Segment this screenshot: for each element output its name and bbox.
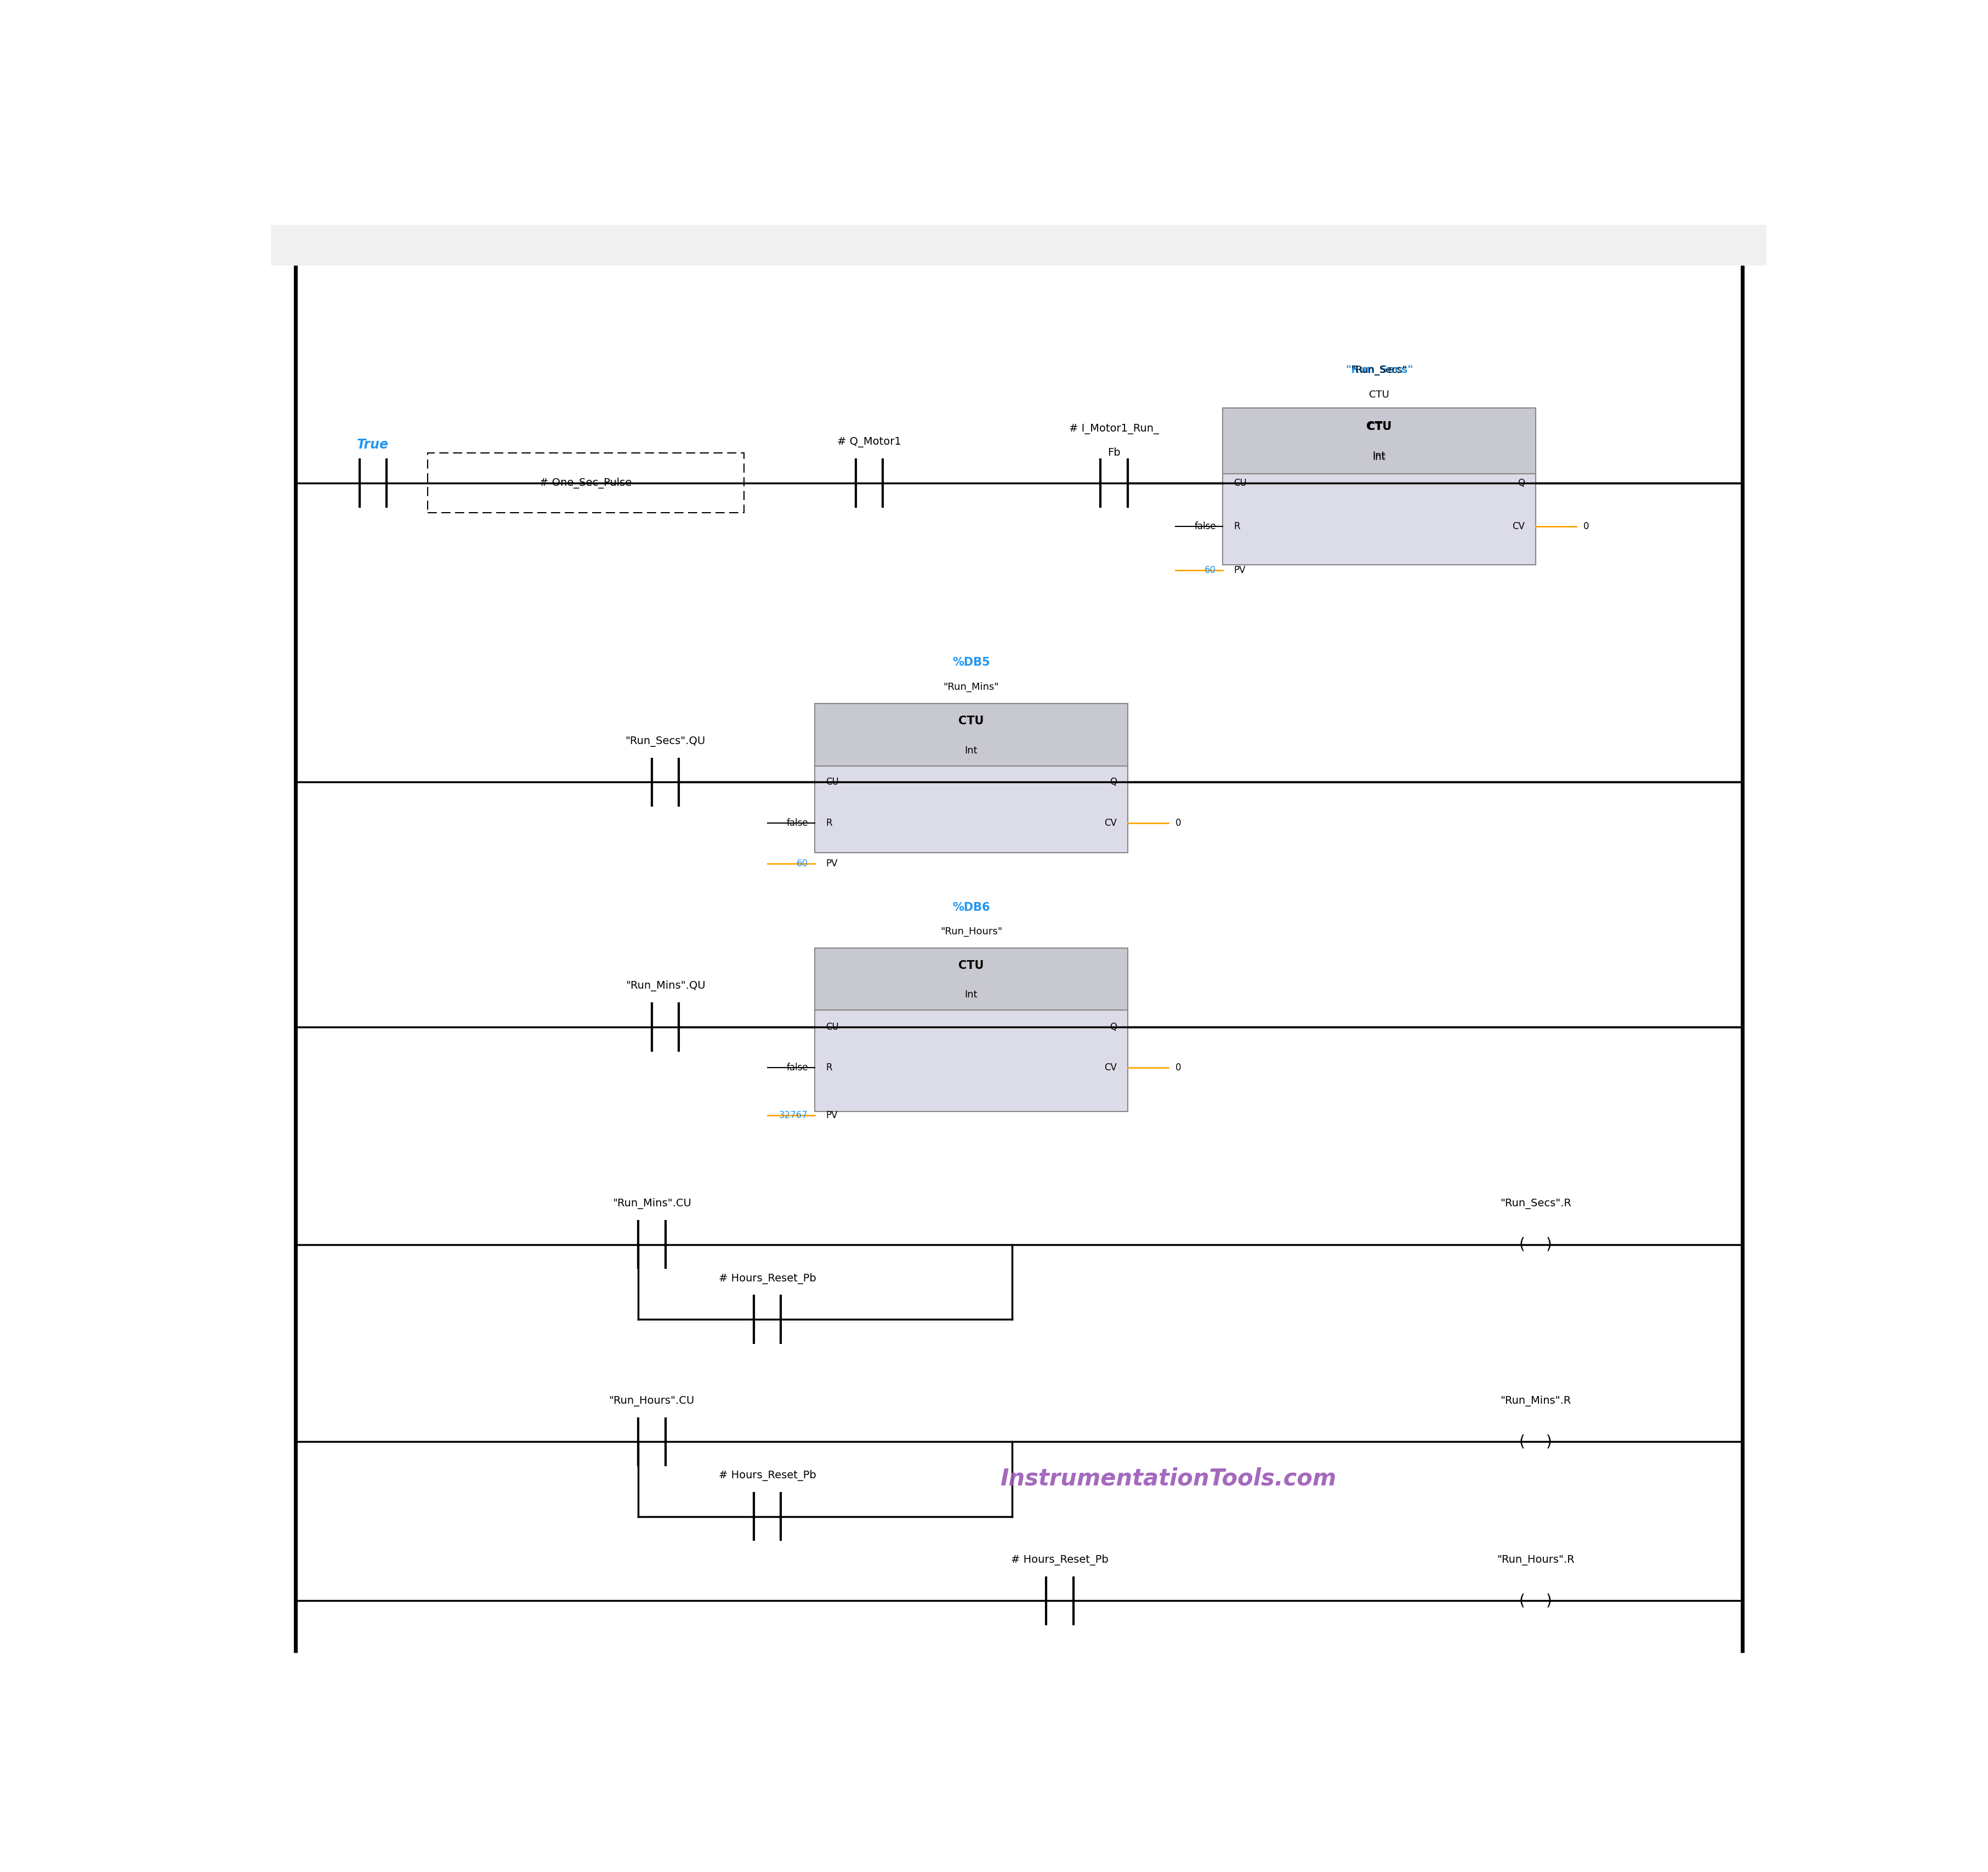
Text: CTU: CTU <box>1366 421 1392 432</box>
Text: (: ( <box>1519 1434 1525 1449</box>
Text: "Run_Hours": "Run_Hours" <box>940 927 1002 936</box>
Text: # Hours_Reset_Pb: # Hours_Reset_Pb <box>718 1273 815 1284</box>
Text: # Hours_Reset_Pb: # Hours_Reset_Pb <box>1012 1554 1109 1565</box>
Text: "Run_Hours".R: "Run_Hours".R <box>1497 1556 1574 1565</box>
Text: "Run_Mins": "Run_Mins" <box>944 681 1000 693</box>
Text: (: ( <box>1519 1237 1525 1252</box>
Text: "Run_Secs".QU: "Run_Secs".QU <box>626 736 706 747</box>
Text: CV: CV <box>1513 522 1525 532</box>
Bar <box>427 453 744 513</box>
Text: 0: 0 <box>1175 1063 1181 1073</box>
Text: "Run_Secs": "Run_Secs" <box>1352 365 1408 374</box>
Text: True: True <box>358 438 390 451</box>
Text: Int: Int <box>964 745 978 756</box>
Text: R: R <box>825 1063 833 1073</box>
Text: CU: CU <box>1235 477 1246 489</box>
Text: Int: Int <box>1372 453 1386 462</box>
Text: ): ) <box>1547 1237 1553 1252</box>
Text: CTU: CTU <box>958 960 984 972</box>
Text: # Hours_Reset_Pb: # Hours_Reset_Pb <box>718 1470 815 1481</box>
Text: (: ( <box>1519 1593 1525 1608</box>
Text: "Run_Secs".R: "Run_Secs".R <box>1499 1198 1571 1209</box>
Bar <box>815 947 1127 1011</box>
Text: %DB5: %DB5 <box>952 657 990 668</box>
Text: Q: Q <box>1109 777 1117 786</box>
Bar <box>815 704 1127 766</box>
Text: CU: CU <box>825 1022 839 1031</box>
Bar <box>1223 474 1535 565</box>
Text: %DB6: %DB6 <box>952 902 990 914</box>
Text: CV: CV <box>1103 1063 1117 1073</box>
Text: Q: Q <box>1109 1022 1117 1031</box>
Text: "Run_Mins".QU: "Run_Mins".QU <box>626 981 706 992</box>
Text: "Run_Secs": "Run_Secs" <box>1346 365 1413 376</box>
Text: CTU: CTU <box>958 715 984 726</box>
Text: "Run_Hours".CU: "Run_Hours".CU <box>608 1397 694 1406</box>
Text: # One_Sec_Pulse: # One_Sec_Pulse <box>539 477 632 489</box>
Text: false: false <box>1195 522 1217 532</box>
Text: CV: CV <box>1103 818 1117 827</box>
Text: CTU: CTU <box>1370 389 1390 399</box>
Text: # I_Motor1_Run_: # I_Motor1_Run_ <box>1070 423 1159 434</box>
Text: 32767: 32767 <box>779 1110 807 1119</box>
Text: 60: 60 <box>1205 565 1217 575</box>
Text: R: R <box>1235 522 1241 532</box>
Text: "Run_Mins".CU: "Run_Mins".CU <box>612 1198 692 1209</box>
Bar <box>815 1011 1127 1112</box>
Bar <box>815 766 1127 854</box>
Bar <box>1223 408 1535 474</box>
Text: 0: 0 <box>1175 818 1181 827</box>
Bar <box>270 225 1767 266</box>
Text: Fb: Fb <box>1107 447 1121 459</box>
Text: Int: Int <box>964 990 978 1000</box>
Text: # Q_Motor1: # Q_Motor1 <box>837 438 901 447</box>
Text: 60: 60 <box>797 859 807 869</box>
Text: false: false <box>787 818 807 827</box>
Text: PV: PV <box>825 859 837 869</box>
Text: false: false <box>787 1063 807 1073</box>
Text: PV: PV <box>1235 565 1244 575</box>
Text: ): ) <box>1547 1593 1553 1608</box>
Text: "Run_Mins".R: "Run_Mins".R <box>1501 1395 1571 1406</box>
Text: ): ) <box>1547 1434 1553 1449</box>
Text: Int: Int <box>1372 451 1386 461</box>
Text: Q: Q <box>1517 477 1525 489</box>
Text: CTU: CTU <box>1368 421 1392 432</box>
Text: PV: PV <box>825 1110 837 1119</box>
Text: CU: CU <box>825 777 839 786</box>
Text: R: R <box>825 818 833 827</box>
Text: InstrumentationTools.com: InstrumentationTools.com <box>1000 1468 1336 1490</box>
Text: 0: 0 <box>1582 522 1588 532</box>
